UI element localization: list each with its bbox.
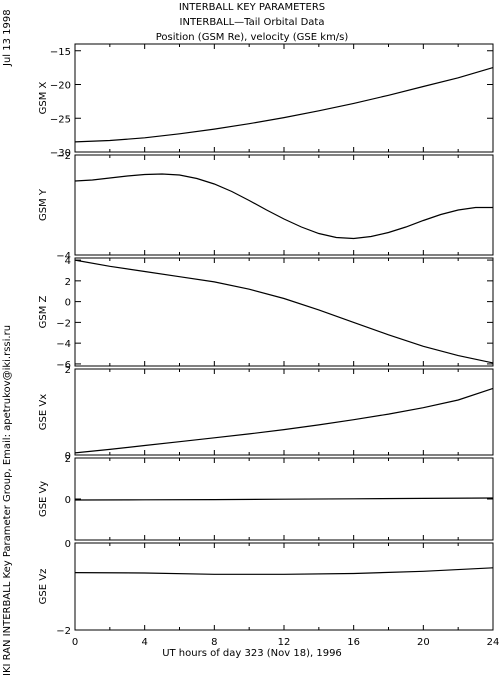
x-tick-label: 24 [487, 637, 500, 648]
y-tick-label: −15 [50, 47, 71, 58]
x-axis-label: UT hours of day 323 (Nov 18), 1996 [162, 648, 342, 659]
series-line [74, 567, 494, 575]
y-tick-label: −6 [56, 360, 71, 371]
panel-frame [74, 368, 494, 456]
panel-gsm-y: −2 −4 GSM Y [38, 151, 494, 262]
y-tick-label: −4 [56, 339, 71, 350]
y-axis-label: GSM Y [38, 188, 49, 221]
chart-title-line2: INTERBALL—Tail Orbital Data [179, 17, 325, 28]
y-tick-label: −30 [50, 148, 71, 159]
series-line [74, 497, 494, 501]
y-tick-label: −4 [56, 251, 71, 262]
y-tick-label: 0 [65, 495, 71, 506]
y-axis-label: GSE Vy [38, 481, 49, 517]
y-tick-label: −2 [56, 151, 71, 162]
panel-frame [74, 154, 494, 256]
series-line [74, 387, 494, 454]
panel-gse-vz: 0 −2 GSE Vz [38, 539, 494, 637]
panel-gsm-x: −15 −20 −25 −30 GSM X [38, 43, 494, 159]
x-tick-label: 8 [211, 637, 217, 648]
y-tick-label: 4 [65, 256, 71, 267]
x-tick-label: 16 [347, 637, 360, 648]
y-tick-label: 2 [65, 365, 71, 376]
series-line [74, 67, 494, 143]
chart-title-line3: Position (GSM Re), velocity (GSE km/s) [155, 32, 349, 43]
y-tick-label: 2 [65, 454, 71, 465]
panel-frame [74, 542, 494, 631]
y-tick-label: 0 [65, 539, 71, 550]
series-line [74, 173, 493, 240]
series-line [74, 259, 494, 364]
y-axis-label: GSE Vx [38, 394, 49, 430]
y-tick-label: −2 [56, 318, 71, 329]
panel-gsm-z: 4 2 0 −2 −4 −6 GSM Z [38, 256, 494, 371]
y-axis-label: GSM X [38, 81, 49, 114]
chart-title-line1: INTERBALL KEY PARAMETERS [178, 2, 326, 13]
x-tick-label: 20 [417, 637, 430, 648]
y-tick-label: −2 [56, 626, 71, 637]
x-tick-label: 0 [72, 637, 78, 648]
y-tick-label: −25 [50, 114, 71, 125]
panel-frame [74, 257, 494, 367]
y-tick-label: −20 [50, 81, 71, 92]
panel-frame [74, 43, 494, 153]
y-axis-label: GSM Z [38, 295, 49, 328]
y-tick-label: 2 [65, 277, 71, 288]
x-tick-label: 4 [141, 637, 147, 648]
x-tick-label: 12 [278, 637, 291, 648]
y-tick-label: 0 [65, 298, 71, 309]
y-axis-label: GSE Vz [38, 569, 49, 605]
y-tick-label: 0 [65, 451, 71, 462]
